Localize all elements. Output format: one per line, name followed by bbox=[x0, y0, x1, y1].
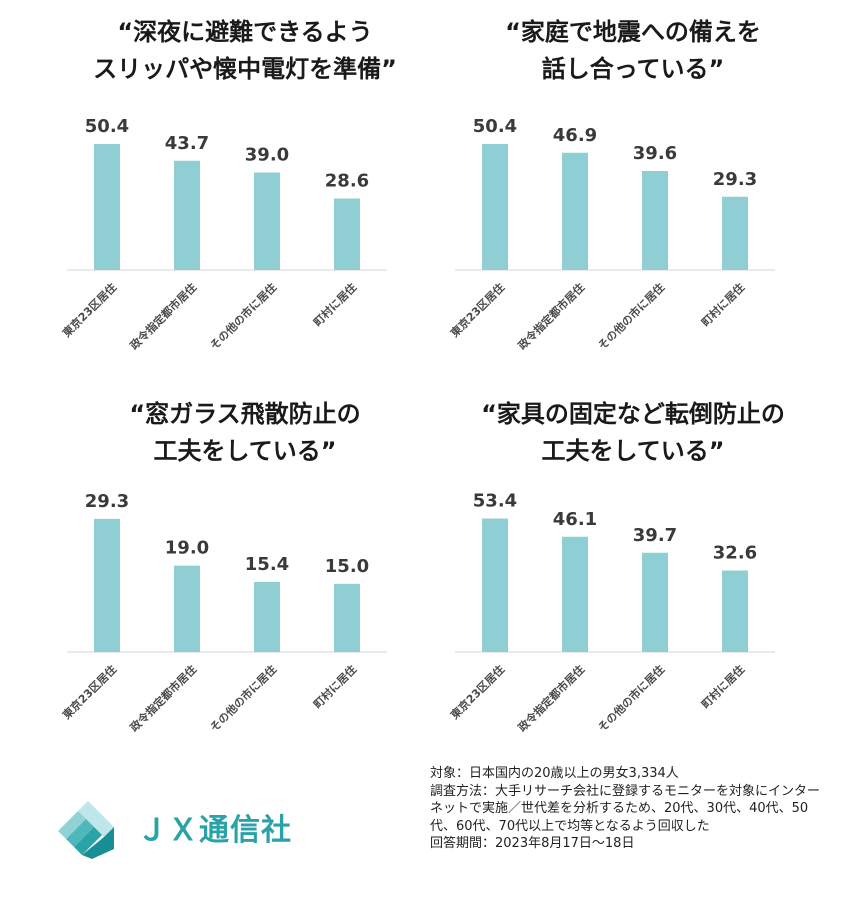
footnote-line: 対象：日本国内の20歳以上の男女3,334人 bbox=[430, 766, 679, 781]
data-label: 46.9 bbox=[553, 125, 597, 146]
category-label: 政令指定都市居住 bbox=[515, 280, 587, 352]
data-label: 39.6 bbox=[633, 143, 677, 164]
bar bbox=[254, 582, 280, 652]
footnote-line: 調査方法：大手リサーチ会社に登録するモニターを対象にインターネットで実施／世代差… bbox=[430, 783, 821, 834]
category-label: 政令指定都市居住 bbox=[127, 662, 199, 734]
data-label: 32.6 bbox=[713, 543, 757, 564]
jx-logo: ＪＸ通信社 bbox=[52, 797, 292, 861]
bar bbox=[722, 570, 748, 652]
data-label: 50.4 bbox=[473, 116, 517, 137]
bar-chart-3: 29.3 東京23区居住 19.0 政令指定都市居住 15.4 その他の市に居住 15.0 町… bbox=[60, 491, 387, 734]
data-label: 46.1 bbox=[553, 509, 597, 530]
bar bbox=[482, 144, 508, 270]
chart-title-line: “家庭で地震への備えを bbox=[505, 18, 761, 46]
bar-chart-4: 53.4 東京23区居住 46.1 政令指定都市居住 39.7 その他の市に居住 32.6 町… bbox=[448, 491, 775, 734]
logo-text: ＪＸ通信社 bbox=[137, 813, 292, 848]
data-label: 39.7 bbox=[633, 525, 677, 546]
chart-title-line: “深夜に避難できるよう bbox=[117, 18, 373, 46]
category-label: 東京23区居住 bbox=[60, 280, 120, 340]
data-label: 50.4 bbox=[85, 116, 129, 137]
bar bbox=[562, 152, 588, 270]
data-label: 15.4 bbox=[245, 554, 289, 575]
bar bbox=[174, 565, 200, 652]
chart-panel-4: “家具の固定など転倒防止の 工夫をしている” 53.4 東京23区居住 46.1 政令… bbox=[443, 396, 823, 766]
jx-diamond-logo-icon bbox=[58, 801, 114, 859]
category-label: その他の市に居住 bbox=[207, 280, 279, 352]
bar bbox=[482, 518, 508, 652]
bar bbox=[722, 196, 748, 270]
bar bbox=[562, 536, 588, 652]
data-label: 29.3 bbox=[713, 169, 757, 190]
chart-title-line: “家具の固定など転倒防止の bbox=[481, 400, 785, 428]
category-label: その他の市に居住 bbox=[595, 280, 667, 352]
category-label: 町村に居住 bbox=[310, 280, 359, 329]
data-label: 43.7 bbox=[165, 133, 209, 154]
chart-title-line: スリッパや懐中電灯を準備” bbox=[93, 55, 397, 83]
chart-panel-1: “深夜に避難できるよう スリッパや懐中電灯を準備” 50.4 東京23区居住 43.… bbox=[55, 14, 435, 384]
bar bbox=[642, 552, 668, 652]
category-label: 東京23区居住 bbox=[448, 280, 508, 340]
chart-title-2: “家庭で地震への備えを 話し合っている” bbox=[443, 14, 823, 88]
data-label: 29.3 bbox=[85, 491, 129, 512]
chart-title-4: “家具の固定など転倒防止の 工夫をしている” bbox=[443, 396, 823, 470]
chart-panel-3: “窓ガラス飛散防止の 工夫をしている” 29.3 東京23区居住 19.0 政令指定都… bbox=[55, 396, 435, 766]
category-label: 政令指定都市居住 bbox=[515, 662, 587, 734]
data-label: 53.4 bbox=[473, 491, 517, 512]
bar bbox=[334, 198, 360, 270]
data-label: 19.0 bbox=[165, 538, 209, 559]
data-label: 15.0 bbox=[325, 556, 369, 577]
category-label: その他の市に居住 bbox=[595, 662, 667, 734]
category-label: 政令指定都市居住 bbox=[127, 280, 199, 352]
category-label: 町村に居住 bbox=[698, 280, 747, 329]
category-label: 町村に居住 bbox=[310, 662, 359, 711]
survey-footnote: 対象：日本国内の20歳以上の男女3,334人 調査方法：大手リサーチ会社に登録す… bbox=[430, 765, 830, 853]
bar bbox=[642, 171, 668, 270]
bar-chart-2: 50.4 東京23区居住 46.9 政令指定都市居住 39.6 その他の市に居住 29.3 町… bbox=[448, 116, 775, 352]
chart-title-line: 工夫をしている” bbox=[541, 437, 725, 465]
chart-title-line: “窓ガラス飛散防止の bbox=[129, 400, 361, 428]
bar-chart-1: 50.4 東京23区居住 43.7 政令指定都市居住 39.0 その他の市に居住 28.6 町… bbox=[60, 116, 387, 352]
chart-panel-2: “家庭で地震への備えを 話し合っている” 50.4 東京23区居住 46.9 政令指定… bbox=[443, 14, 823, 384]
category-label: 東京23区居住 bbox=[60, 662, 120, 722]
bar bbox=[174, 160, 200, 270]
category-label: 東京23区居住 bbox=[448, 662, 508, 722]
chart-title-line: 話し合っている” bbox=[541, 55, 725, 83]
chart-title-3: “窓ガラス飛散防止の 工夫をしている” bbox=[55, 396, 435, 470]
chart-title-1: “深夜に避難できるよう スリッパや懐中電灯を準備” bbox=[55, 14, 435, 88]
data-label: 39.0 bbox=[245, 145, 289, 166]
category-label: 町村に居住 bbox=[698, 662, 747, 711]
bar bbox=[334, 583, 360, 652]
category-label: その他の市に居住 bbox=[207, 662, 279, 734]
bar bbox=[94, 144, 120, 270]
bar bbox=[254, 172, 280, 270]
data-label: 28.6 bbox=[325, 171, 369, 192]
bar bbox=[94, 518, 120, 652]
chart-title-line: 工夫をしている” bbox=[153, 437, 337, 465]
footnote-line: 回答期間：2023年8月17日～18日 bbox=[430, 836, 635, 851]
